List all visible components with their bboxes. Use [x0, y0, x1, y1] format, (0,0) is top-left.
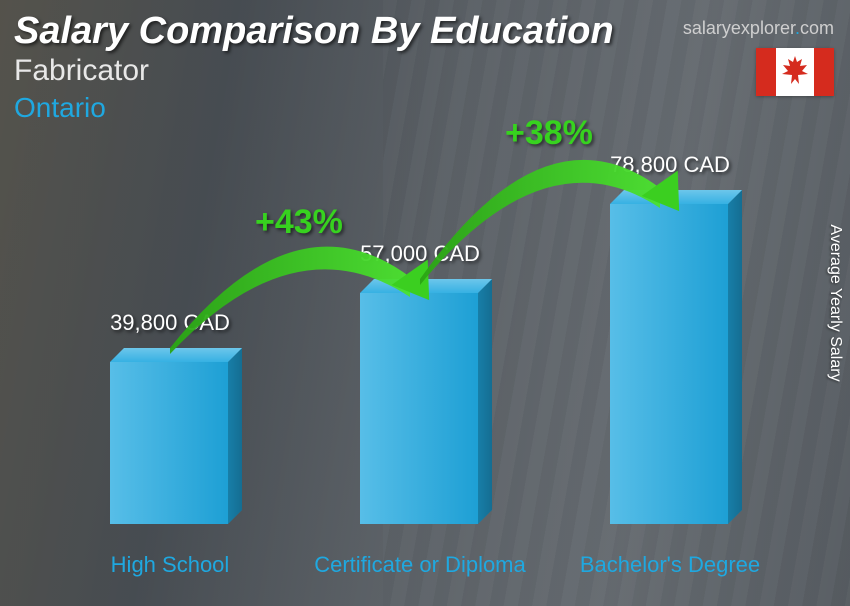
- flag-band-right: [814, 48, 834, 96]
- infographic-stage: Salary Comparison By Education Fabricato…: [0, 0, 850, 606]
- site-branding: salaryexplorer.com: [683, 18, 834, 39]
- increase-percentage: +43%: [255, 203, 343, 242]
- bar-value-label: 57,000 CAD: [320, 241, 520, 267]
- bar-top: [360, 279, 492, 293]
- bar-top: [610, 190, 742, 204]
- bar-category-label: Certificate or Diploma: [310, 552, 530, 578]
- maple-leaf-icon: [782, 56, 808, 89]
- bar-chart: 39,800 CAD High School 57,000 CAD Certifica…: [60, 160, 790, 582]
- flag-center: [776, 48, 814, 96]
- bar-value-label: 39,800 CAD: [70, 310, 270, 336]
- bar-group: [350, 293, 500, 524]
- brand-name: salaryexplorer: [683, 18, 795, 38]
- bar-side: [228, 348, 242, 524]
- increase-percentage: +38%: [505, 114, 593, 153]
- page-title: Salary Comparison By Education: [14, 10, 614, 53]
- bar: [360, 293, 490, 524]
- bar: [110, 362, 240, 524]
- bar-group: [100, 362, 250, 524]
- bar-side: [478, 279, 492, 524]
- bar-value-label: 78,800 CAD: [570, 152, 770, 178]
- bar-top: [110, 348, 242, 362]
- bar-category-label: Bachelor's Degree: [560, 552, 780, 578]
- bar-front: [110, 362, 228, 524]
- bar-category-label: High School: [60, 552, 280, 578]
- bar-front: [360, 293, 478, 524]
- bar-side: [728, 190, 742, 524]
- job-title: Fabricator: [14, 54, 149, 88]
- canada-flag-icon: [756, 48, 834, 96]
- region-label: Ontario: [14, 92, 106, 124]
- bar-group: [600, 204, 750, 524]
- y-axis-label: Average Yearly Salary: [826, 224, 844, 381]
- brand-tld: com: [800, 18, 834, 38]
- bar: [610, 204, 740, 524]
- maple-leaf-svg: [782, 56, 808, 84]
- bar-front: [610, 204, 728, 524]
- flag-band-left: [756, 48, 776, 96]
